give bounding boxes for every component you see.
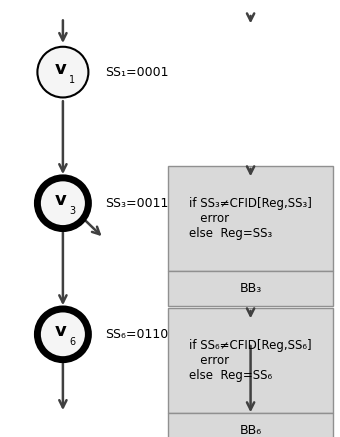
Text: SS₆=0110: SS₆=0110 [105,328,169,341]
Bar [168,413,333,437]
Bar [168,271,333,306]
Bar [168,308,333,413]
Text: 1: 1 [69,75,75,85]
Text: SS₃=0011: SS₃=0011 [105,197,169,210]
Text: 3: 3 [69,206,75,216]
Text: SS₁=0001: SS₁=0001 [105,66,169,79]
Ellipse shape [37,47,88,97]
Ellipse shape [37,309,88,360]
Text: if SS₆≠CFID[Reg,SS₆]
   error
else  Reg=SS₆: if SS₆≠CFID[Reg,SS₆] error else Reg=SS₆ [189,339,312,382]
Text: 6: 6 [69,337,75,347]
Text: BB₃: BB₃ [240,282,262,295]
Text: BB₆: BB₆ [240,424,262,437]
Text: v: v [54,59,66,78]
Bar [168,166,333,271]
Text: v: v [54,322,66,340]
Text: if SS₃≠CFID[Reg,SS₃]
   error
else  Reg=SS₃: if SS₃≠CFID[Reg,SS₃] error else Reg=SS₃ [189,197,312,240]
Text: v: v [54,191,66,209]
Ellipse shape [37,178,88,229]
